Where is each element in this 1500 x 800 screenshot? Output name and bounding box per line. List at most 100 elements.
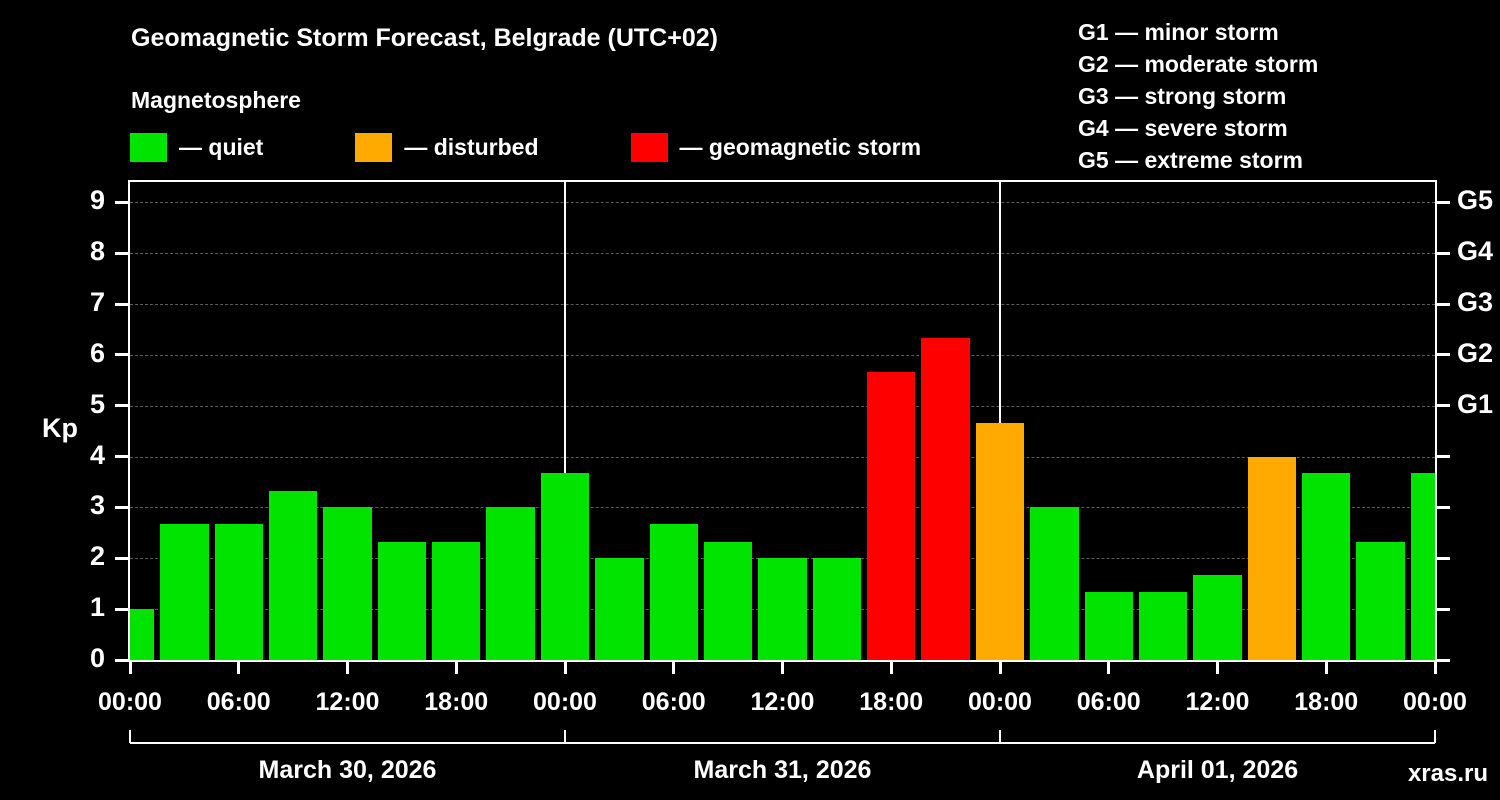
kp-bar (975, 422, 1025, 660)
x-tick-label: 00:00 (1403, 688, 1467, 716)
g-level-label: G3 (1457, 287, 1494, 318)
y-tick-right (1435, 607, 1450, 611)
y-tick-label: 4 (89, 439, 105, 470)
y-tick-label: 7 (89, 287, 105, 318)
kp-bar (1302, 473, 1351, 660)
kp-bar (867, 371, 916, 660)
x-tick-label: 00:00 (968, 688, 1032, 716)
kp-bar (758, 558, 807, 660)
y-tick-right (1435, 658, 1450, 662)
y-tick (115, 251, 130, 255)
legend-item-quiet: — quiet (130, 133, 263, 162)
x-tick (889, 662, 893, 674)
g1-legend-line: G1 — minor storm (1078, 19, 1279, 45)
y-axis-title: Kp (42, 413, 78, 443)
gridline (130, 202, 1435, 204)
watermark: xras.ru (1407, 760, 1488, 787)
kp-bar (595, 558, 644, 660)
y-tick (115, 607, 130, 611)
legend-label-disturbed: — disturbed (404, 134, 539, 160)
g-level-label: G4 (1457, 236, 1494, 267)
y-tick-right (1435, 353, 1450, 357)
quiet-color-swatch (130, 133, 167, 162)
x-tick (998, 662, 1002, 674)
legend-item-storm: — geomagnetic storm (630, 133, 921, 162)
kp-bar (486, 507, 535, 660)
gridline (130, 354, 1435, 356)
legend-label-quiet: — quiet (179, 134, 264, 160)
date-axis-tick (564, 730, 566, 743)
day-boundary-line (999, 182, 1001, 660)
kp-bar (1356, 541, 1405, 660)
y-tick-label: 2 (89, 541, 105, 572)
x-tick (1107, 662, 1111, 674)
date-axis-tick (129, 730, 131, 743)
g-level-label: G2 (1457, 337, 1494, 368)
g5-legend-line: G5 — extreme storm (1078, 147, 1303, 173)
x-tick (454, 662, 458, 674)
date-label: April 01, 2026 (1136, 756, 1299, 784)
kp-bar (160, 524, 209, 660)
y-tick-right (1435, 556, 1450, 560)
legend-item-disturbed: — disturbed (355, 133, 539, 162)
g-level-label: G1 (1457, 388, 1494, 419)
x-tick-label: 06:00 (206, 688, 271, 716)
date-axis-tick (1434, 730, 1436, 743)
g-level-label: G5 (1457, 185, 1494, 216)
chart-title: Geomagnetic Storm Forecast, Belgrade (UT… (131, 24, 718, 52)
y-tick-label: 6 (89, 337, 105, 368)
y-tick (115, 404, 130, 408)
y-tick (115, 353, 130, 357)
y-tick-label: 0 (89, 643, 105, 673)
date-axis-tick (999, 730, 1001, 743)
y-tick (115, 302, 130, 306)
x-tick-label: 06:00 (1076, 688, 1141, 716)
x-tick-label: 12:00 (315, 688, 380, 716)
x-tick (1433, 662, 1437, 674)
kp-bar (432, 541, 481, 660)
date-label: March 31, 2026 (693, 756, 872, 784)
kp-bar (1084, 592, 1133, 660)
status-legend: — quiet — disturbed — geomagnetic storm (130, 133, 921, 162)
y-tick-right (1435, 404, 1450, 408)
y-tick (115, 455, 130, 459)
x-tick (781, 662, 784, 674)
kp-bar (1247, 456, 1297, 660)
storm-color-swatch (630, 133, 668, 162)
disturbed-color-swatch (355, 133, 393, 162)
x-tick-label: 18:00 (424, 688, 489, 716)
y-tick-right (1435, 505, 1450, 509)
x-tick (672, 662, 676, 674)
kp-bar (214, 524, 263, 660)
y-tick-right (1435, 251, 1450, 255)
kp-bar (1030, 507, 1079, 660)
y-tick (115, 505, 130, 509)
x-tick-label: 18:00 (1294, 688, 1359, 716)
kp-bar (649, 524, 698, 660)
x-tick (1324, 662, 1328, 674)
x-tick-label: 12:00 (750, 688, 815, 716)
y-tick-right (1435, 200, 1450, 204)
kp-bar (1410, 473, 1435, 660)
kp-bar (1193, 575, 1242, 660)
y-tick-label: 1 (89, 592, 105, 623)
y-tick-label: 9 (89, 185, 105, 216)
x-tick-label: 12:00 (1185, 688, 1250, 716)
y-tick (115, 658, 130, 662)
x-tick (128, 662, 132, 674)
kp-bar (1138, 592, 1188, 660)
date-axis-line (130, 742, 1435, 744)
x-tick-label: 06:00 (641, 688, 706, 716)
x-tick-label: 18:00 (859, 688, 924, 716)
kp-bar (377, 541, 427, 660)
y-tick-right (1435, 455, 1450, 459)
day-boundary-line (564, 182, 566, 660)
kp-bar (812, 558, 862, 660)
y-tick-right (1435, 302, 1450, 306)
g2-legend-line: G2 — moderate storm (1078, 51, 1319, 77)
y-tick-label: 3 (89, 490, 105, 521)
gridline (130, 304, 1435, 306)
g4-legend-line: G4 — severe storm (1078, 115, 1288, 141)
kp-bar (130, 609, 155, 660)
